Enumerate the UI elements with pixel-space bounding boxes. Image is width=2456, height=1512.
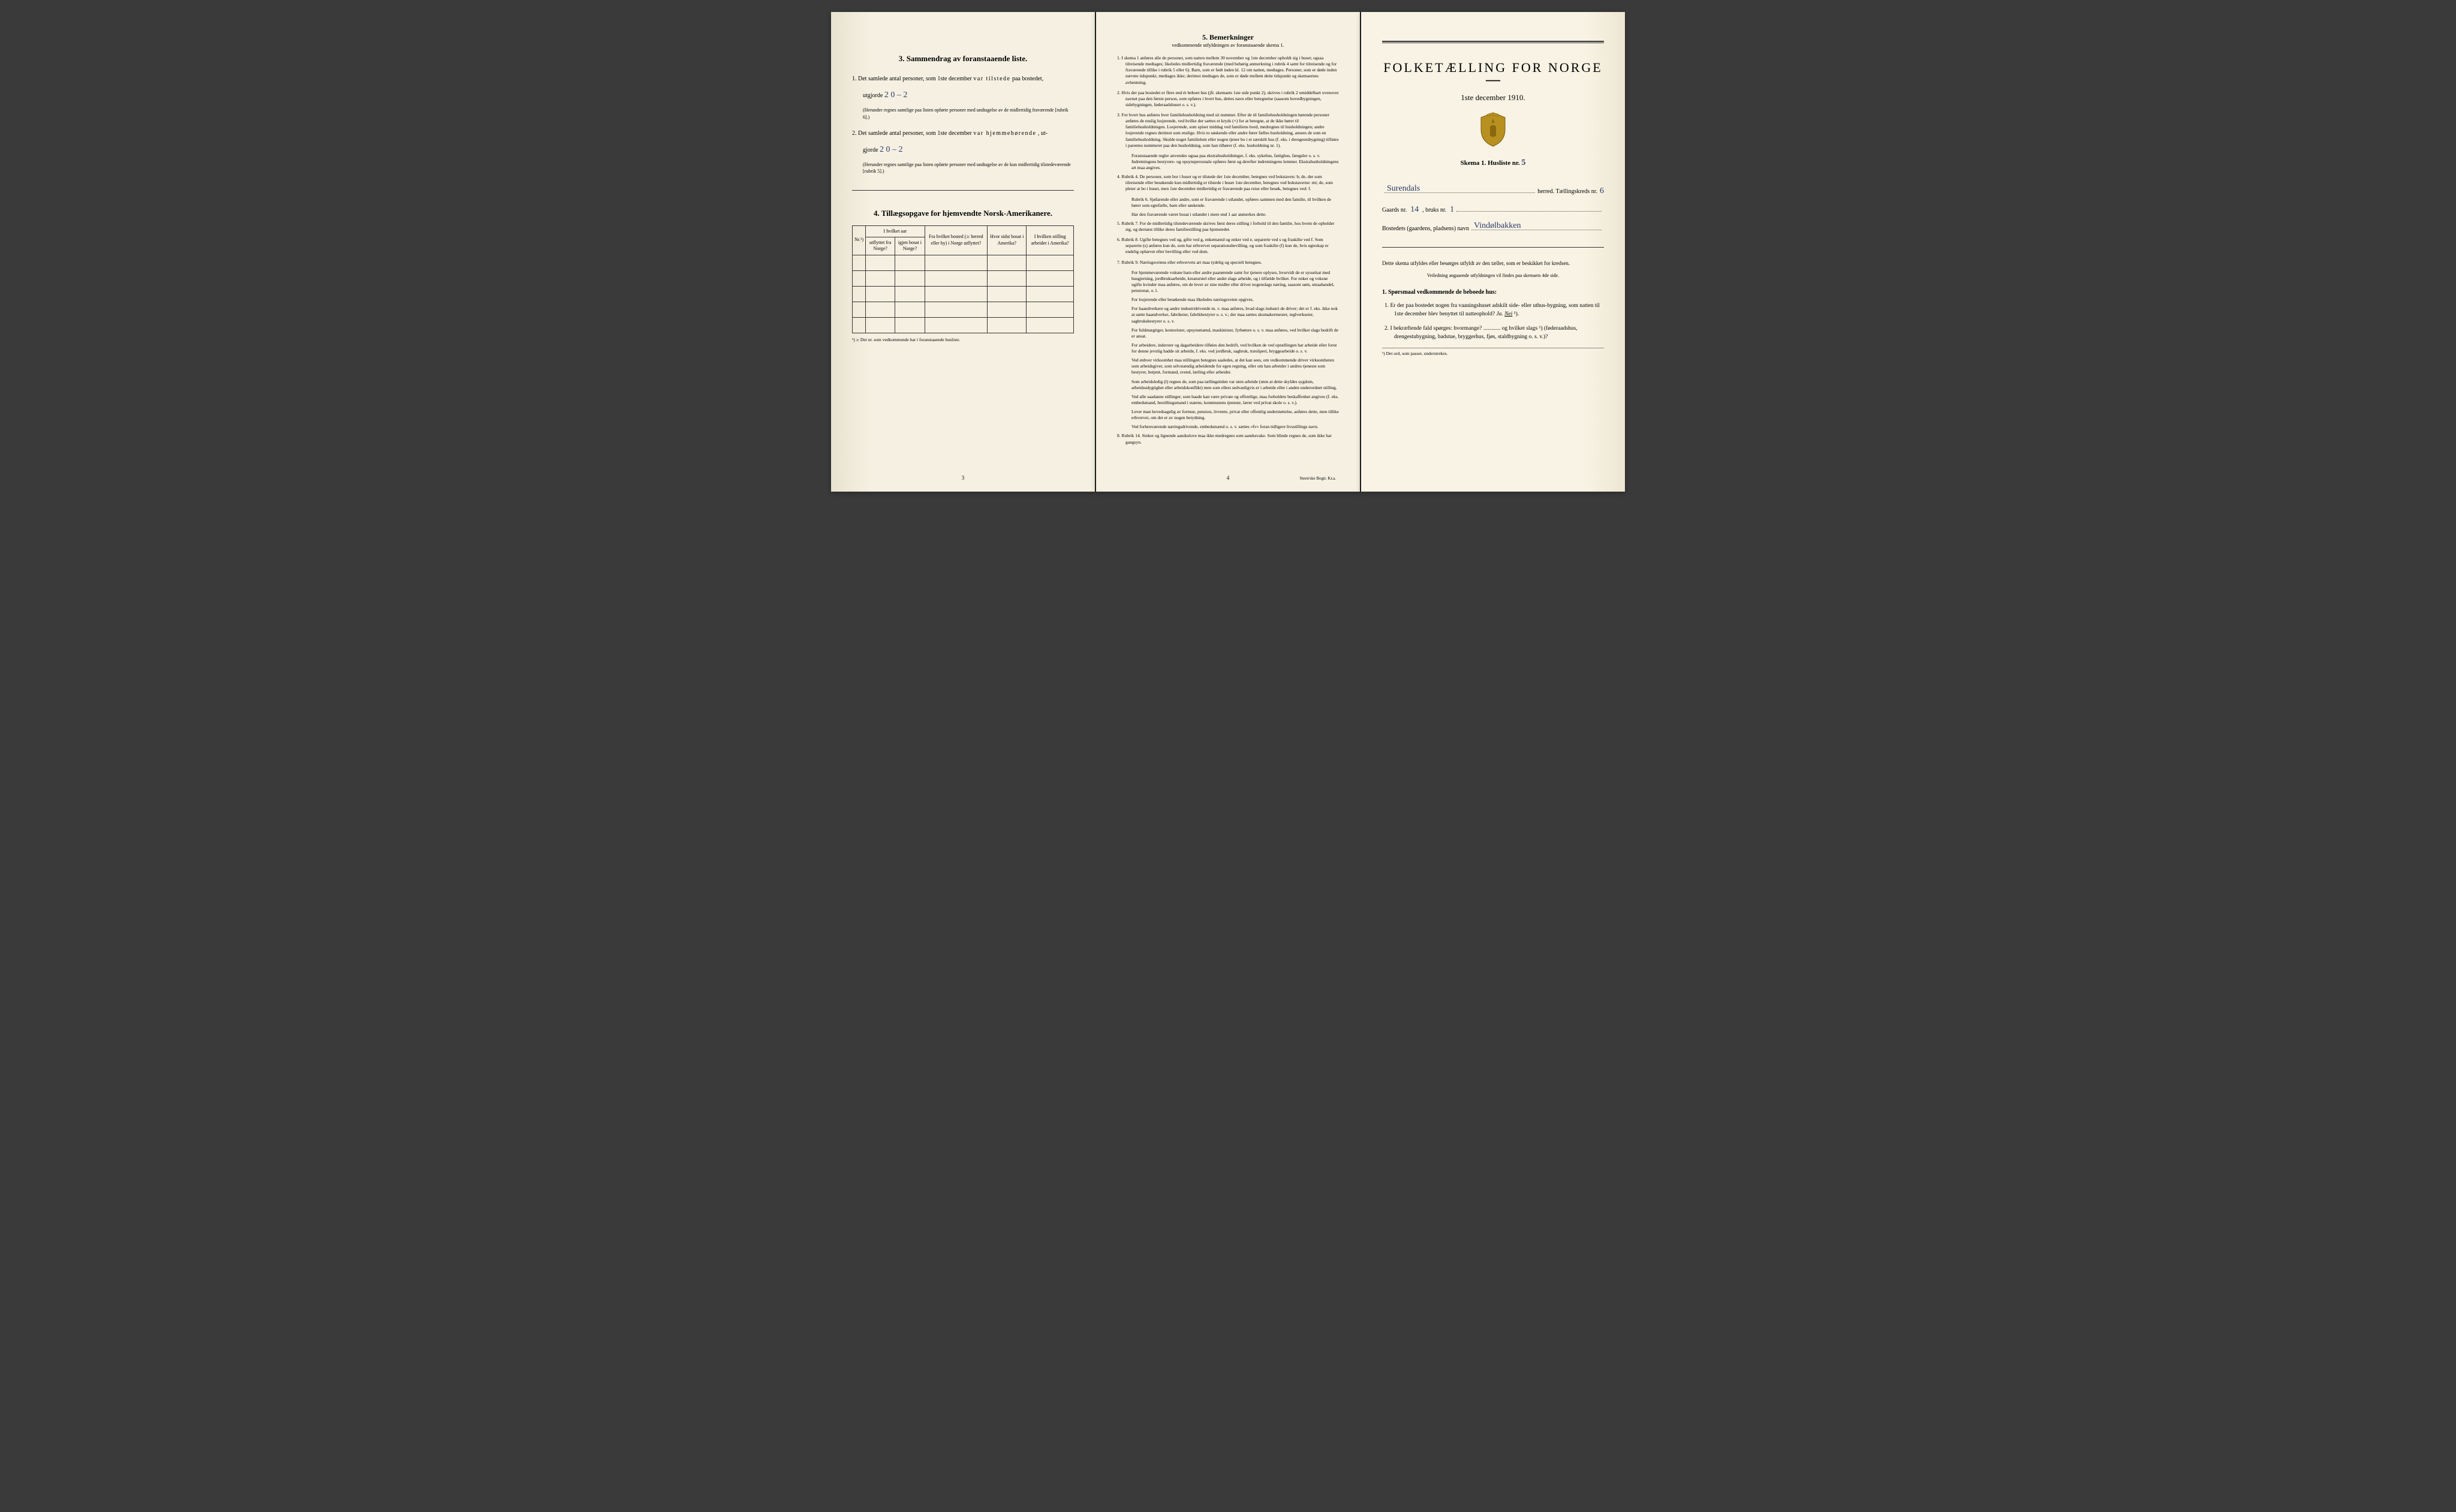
th-emigrated: utflyttet fra Norge? [866,237,895,255]
page3-footnote: ¹) Det ord, som passer, understrekes. [1382,348,1604,356]
kreds-nr-hw: 6 [1600,186,1604,196]
page-number: 4 [1227,475,1230,481]
bruk-nr-hw: 1 [1450,205,1454,215]
th-year-group: I hvilket aar [866,225,925,237]
bosted-line: Bostedets (gaardens, pladsens) navn Vind… [1382,223,1604,232]
table-row [853,286,1074,302]
remark-8: 8. Rubrik 14. Sinker og lignende aandssl… [1117,433,1339,445]
gaard-line: Gaards nr. 14 , bruks nr. 1 [1382,204,1604,215]
remark-7-sub-h: Ved alle saadanne stillinger, som baade … [1117,394,1339,406]
item1-handwritten-count: 2 0 – 2 [884,91,908,100]
census-document: 3. Sammendrag av foranstaaende liste. 1.… [831,12,1625,492]
census-date: 1ste december 1910. [1382,93,1604,103]
table-row [853,302,1074,317]
th-america-place: Hvor sidst bosat i Amerika? [988,225,1027,255]
skema-line: Skema 1. Husliste nr. 5 [1382,158,1604,168]
question-heading: 1. Spørsmaal vedkommende de beboede hus: [1382,289,1604,296]
th-returned: igjen bosat i Norge? [895,237,925,255]
table-row [853,317,1074,333]
summary-item-1-line2: utgjorde 2 0 – 2 [852,89,1074,102]
section-5-title: 5. Bemerkninger [1117,33,1339,42]
remark-2: 2. Hvis der paa bostedet er flere end ét… [1117,90,1339,108]
item2-suffix: , ut- [1038,130,1048,137]
remark-5: 5. Rubrik 7. For de midlertidig tilstede… [1117,221,1339,233]
mid-rule [1382,247,1604,248]
husliste-nr-hw: 5 [1521,158,1525,167]
remark-7-sub-f: Ved enhver virksomhet maa stillingen bet… [1117,357,1339,375]
table-row [853,270,1074,286]
item2-bold: var hjemmehørende [973,130,1036,137]
question-2: 2. I bekræftende fald spørges: hvormange… [1382,324,1604,342]
summary-item-1: 1. Det samlede antal personer, som 1ste … [852,74,1074,84]
remark-3-sub: Foranstaaende regler anvendes ogsaa paa … [1117,153,1339,171]
divider [852,190,1074,191]
section-3-title: 3. Sammendrag av foranstaaende liste. [852,54,1074,64]
gaard-nr-hw: 14 [1410,205,1419,215]
top-rule [1382,41,1604,43]
printer-credit: Steen'ske Bogtr. Kr.a. [1299,476,1336,481]
remark-4: 4. Rubrik 4. De personer, som bor i huse… [1117,174,1339,192]
remark-7-sub-b: For losjerende eller besøkende maa likel… [1117,297,1339,303]
coat-of-arms-icon [1478,112,1508,147]
remark-7: 7. Rubrik 9. Næringsveiens eller erhverv… [1117,260,1339,266]
item1-prefix: 1. Det samlede antal personer, som 1ste … [852,76,972,82]
page-4-remarks: 5. Bemerkninger vedkommende utfyldningen… [1096,12,1360,492]
page-3-summary: 3. Sammendrag av foranstaaende liste. 1.… [831,12,1095,492]
q1-answer-nei: Nei [1504,311,1512,317]
item1-note: (Herunder regnes samtlige paa listen opf… [852,107,1074,120]
filler-instruction: Dette skema utfyldes eller besørges utfy… [1382,260,1604,268]
th-america-job: I hvilken stilling arbeidet i Amerika? [1027,225,1074,255]
remark-1: 1. I skema 1 anføres alle de personer, s… [1117,55,1339,86]
table-row [853,255,1074,270]
page-number: 3 [962,475,965,481]
th-from-place: Fra hvilket bosted (ɔ: herred eller by) … [925,225,987,255]
item2-note: (Herunder regnes samtlige paa listen opf… [852,161,1074,174]
remark-7-sub-d: For fuldmægtiger, kontorister, opsynsmæn… [1117,327,1339,339]
item2-handwritten-count: 2 0 – 2 [880,145,903,154]
emigrant-table: Nr.¹) I hvilket aar Fra hvilket bosted (… [852,225,1074,333]
summary-item-2-line2: gjorde 2 0 – 2 [852,143,1074,156]
bosted-hw: Vindølbakken [1474,221,1521,231]
table-footnote: ¹) ɔ: Det nr. som vedkommende har i fora… [852,337,1074,342]
census-title: FOLKETÆLLING FOR NORGE [1382,60,1604,76]
remark-7-sub-j: Ved forhenværende næringsdrivende, embed… [1117,424,1339,430]
herred-hw: Surendals [1387,184,1420,194]
remark-7-sub-a: For hjemmeværende voksne barn eller andr… [1117,270,1339,294]
guidance-note: Veiledning angaaende utfyldningen vil fi… [1382,273,1604,278]
remark-7-sub-c: For haandverkere og andre industridriven… [1117,306,1339,324]
remark-3: 3. For hvert hus anføres hver familiehus… [1117,112,1339,149]
item1-suffix: paa bostedet, [1012,76,1043,82]
remark-7-sub-g: Som arbeidsledig (l) regnes de, som paa … [1117,379,1339,391]
remark-4-sub-a: Rubrik 6. Sjøfarende eller andre, som er… [1117,197,1339,209]
herred-line: Surendals herred. Tællingskreds nr. 6 [1382,186,1604,196]
remark-6: 6. Rubrik 8. Ugifte betegnes ved ug, gif… [1117,237,1339,255]
remark-7-sub-i: Lever man hovedsagelig av formue, pensio… [1117,409,1339,421]
th-nr: Nr.¹) [853,225,866,255]
remark-4-sub-b: Har den fraværende været bosat i utlande… [1117,212,1339,218]
summary-item-2: 2. Det samlede antal personer, som 1ste … [852,129,1074,138]
page-1-cover: FOLKETÆLLING FOR NORGE ━━━━ 1ste decembe… [1361,12,1625,492]
item2-prefix: 2. Det samlede antal personer, som 1ste … [852,130,972,137]
remark-7-sub-e: For arbeidere, inderster og dagarbeidere… [1117,342,1339,354]
question-1: 1. Er der paa bostedet nogen fra vaaning… [1382,302,1604,319]
item1-bold: var tilstede [973,76,1010,82]
section-5-subtitle: vedkommende utfyldningen av foranstaaend… [1117,42,1339,48]
section-4-title: 4. Tillægsopgave for hjemvendte Norsk-Am… [852,209,1074,218]
